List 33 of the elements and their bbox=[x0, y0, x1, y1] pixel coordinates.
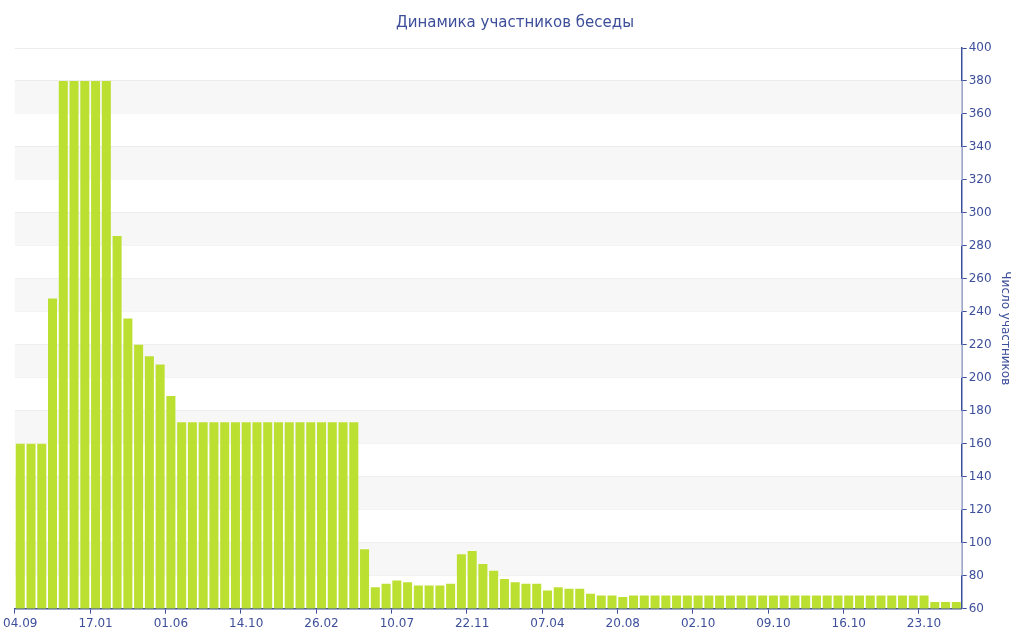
x-tick-label: 20.08 bbox=[605, 615, 640, 630]
y-tick-label: 80 bbox=[968, 567, 984, 582]
x-tick-label: 26.02 bbox=[304, 615, 339, 630]
x-tick-label: 02.10 bbox=[680, 615, 716, 630]
y-tick-label: 260 bbox=[968, 270, 992, 285]
x-tick-label: 04.09 bbox=[3, 615, 38, 630]
x-tick-label: 17.01 bbox=[78, 615, 113, 630]
y-tick-label: 300 bbox=[968, 205, 992, 220]
y-tick-label: 180 bbox=[968, 402, 992, 417]
x-tick-label: 10.07 bbox=[379, 615, 415, 630]
x-tick-label: 23.10 bbox=[906, 615, 942, 630]
y-tick-label: 160 bbox=[968, 435, 992, 450]
x-tick-label: 09.10 bbox=[756, 615, 791, 630]
x-tick-label: 22.11 bbox=[454, 615, 490, 630]
y-axis-title: Число участников bbox=[998, 271, 1013, 386]
y-tick-label: 100 bbox=[968, 534, 992, 549]
y-tick-label: 200 bbox=[968, 369, 992, 384]
y-tick-label: 320 bbox=[968, 172, 992, 187]
y-tick-label: 60 bbox=[968, 600, 984, 615]
y-tick-label: 220 bbox=[968, 336, 992, 351]
y-tick-label: 360 bbox=[968, 106, 992, 121]
y-tick-label: 340 bbox=[968, 139, 992, 154]
y-tick-label: 240 bbox=[968, 303, 992, 318]
y-tick-label: 120 bbox=[968, 501, 992, 516]
y-tick-label: 140 bbox=[968, 468, 992, 483]
x-tick-label: 01.06 bbox=[153, 615, 189, 630]
y-tick-label: 380 bbox=[968, 73, 992, 88]
chart-title: Динамика участников беседы bbox=[395, 12, 635, 31]
x-tick-label: 07.04 bbox=[530, 615, 565, 630]
y-tick-label: 400 bbox=[968, 40, 992, 55]
x-tick-label: 16.10 bbox=[831, 615, 866, 630]
y-tick-label: 280 bbox=[968, 237, 992, 252]
x-tick-label: 14.10 bbox=[229, 615, 264, 630]
